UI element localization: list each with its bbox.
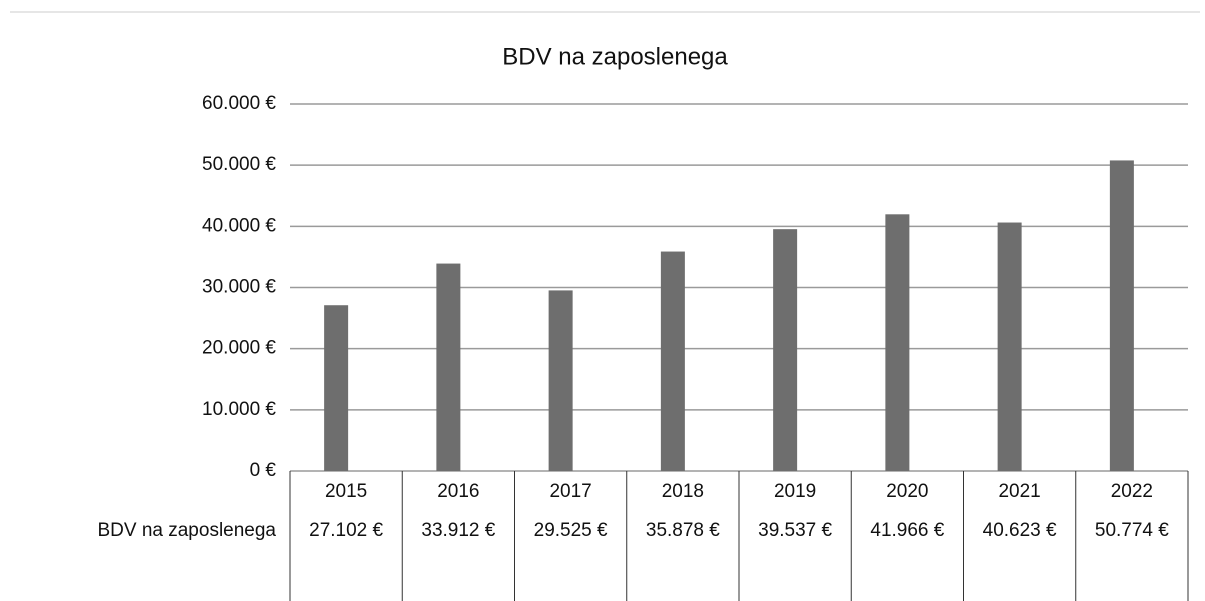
y-tick-label: 50.000 € <box>202 154 276 175</box>
data-table-value: 29.525 € <box>534 520 608 541</box>
bar <box>324 305 349 471</box>
y-tick-label: 30.000 € <box>202 277 276 298</box>
data-table-value: 27.102 € <box>309 520 383 541</box>
table-row-header: BDV na zaposlenega <box>97 520 276 541</box>
x-tick-label: 2020 <box>886 481 928 502</box>
x-tick-label: 2019 <box>774 481 816 502</box>
data-table-value: 50.774 € <box>1095 520 1169 541</box>
y-tick-label: 10.000 € <box>202 399 276 420</box>
x-tick-label: 2018 <box>662 481 704 502</box>
data-table-value: 41.966 € <box>870 520 944 541</box>
bar <box>436 263 461 471</box>
chart-title: BDV na zaposlenega <box>502 43 728 70</box>
bar <box>885 214 910 471</box>
x-tick-label: 2016 <box>437 481 479 502</box>
data-table-value: 33.912 € <box>421 520 495 541</box>
bar <box>997 222 1022 471</box>
x-tick-label: 2017 <box>549 481 591 502</box>
data-table-value: 39.537 € <box>758 520 832 541</box>
bar <box>773 229 798 471</box>
data-table-value: 35.878 € <box>646 520 720 541</box>
bar <box>548 290 573 471</box>
y-tick-label: 20.000 € <box>202 338 276 359</box>
y-tick-label: 40.000 € <box>202 215 276 236</box>
bar <box>660 251 685 471</box>
data-table-value: 40.623 € <box>983 520 1057 541</box>
x-tick-label: 2022 <box>1111 481 1153 502</box>
x-tick-label: 2015 <box>325 481 367 502</box>
bar <box>1109 160 1134 471</box>
x-tick-label: 2021 <box>998 481 1040 502</box>
y-tick-label: 60.000 € <box>202 93 276 114</box>
y-tick-label: 0 € <box>250 460 277 481</box>
